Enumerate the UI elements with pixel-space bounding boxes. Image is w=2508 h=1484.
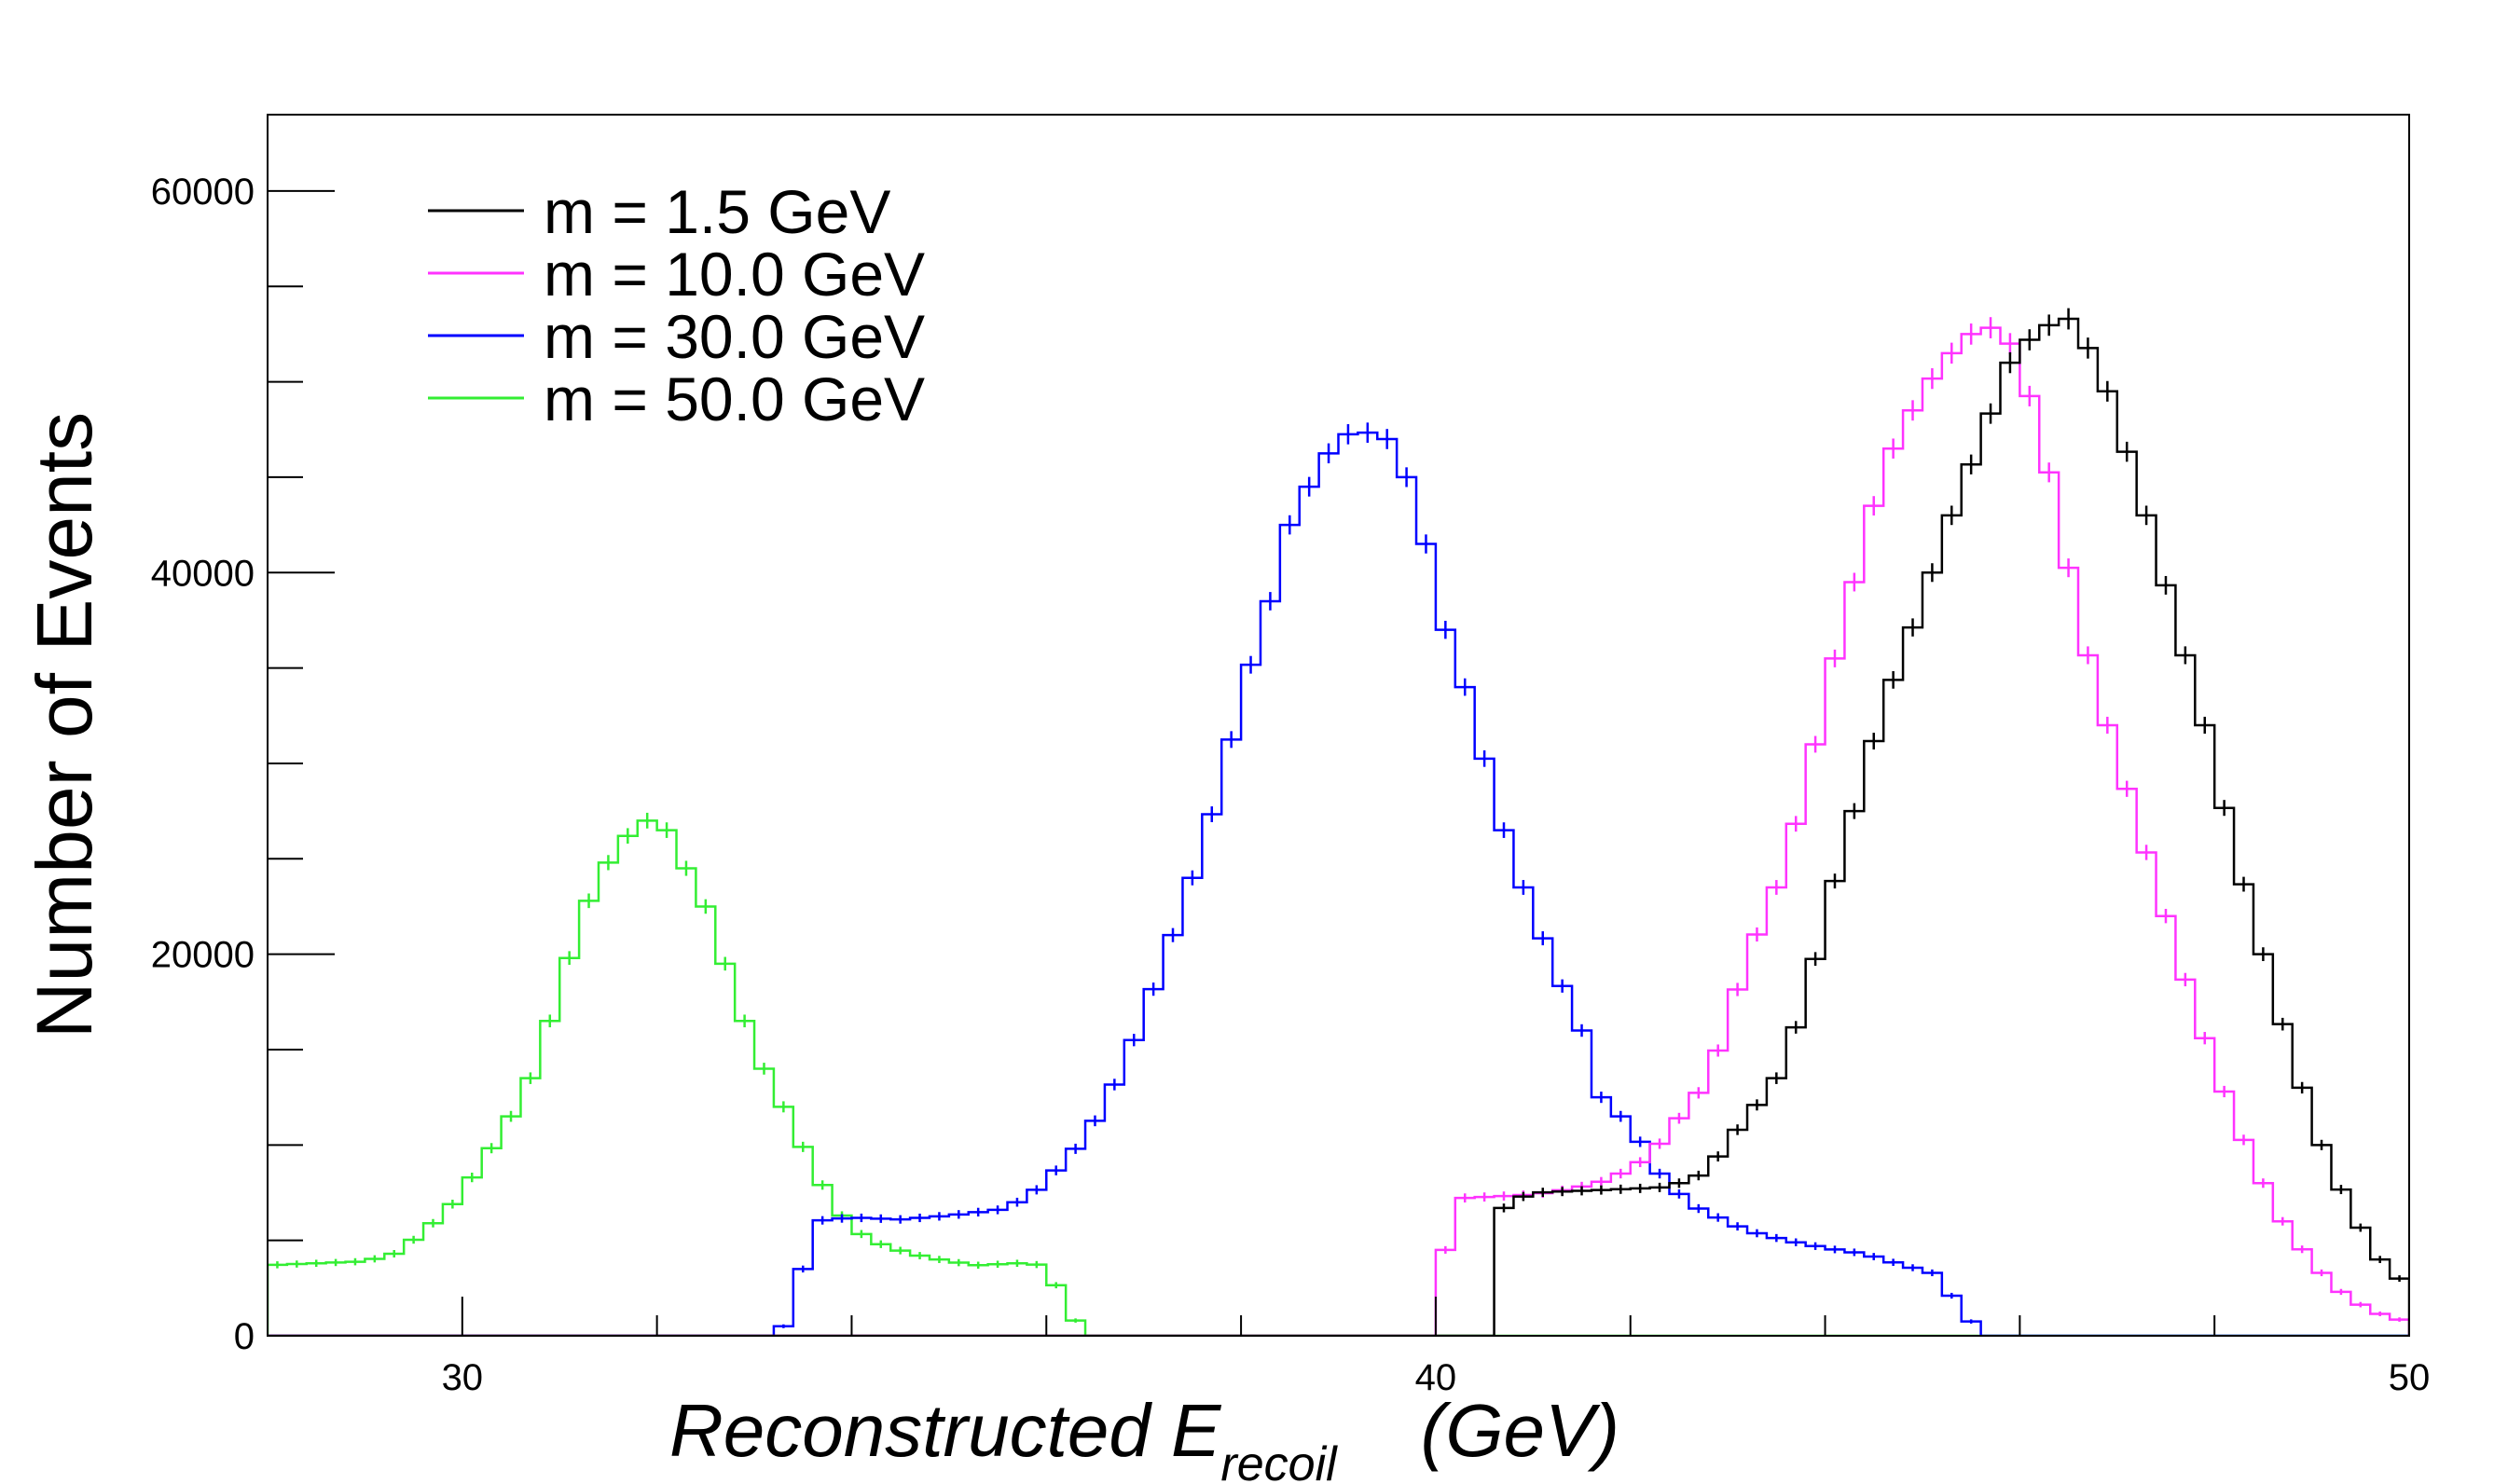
x-axis-title-main: Reconstructed E <box>669 1389 1222 1472</box>
series-line-1 <box>268 326 2409 1336</box>
series-0 <box>268 308 2409 1336</box>
legend-label-0: m = 1.5 GeV <box>544 177 890 246</box>
x-tick-label: 50 <box>2389 1357 2431 1398</box>
plot-frame <box>267 114 2410 1337</box>
x-tick-label: 40 <box>1415 1357 1457 1398</box>
y-tick-label: 0 <box>234 1316 255 1357</box>
legend-label-3: m = 50.0 GeV <box>544 364 925 433</box>
legend-label-1: m = 10.0 GeV <box>544 240 925 309</box>
tick-layer: 30 40 50 0 20000 40000 60000 <box>151 172 2430 1398</box>
series-layer <box>268 308 2409 1336</box>
y-axis-title: Number of Events <box>21 412 108 1038</box>
x-axis-title: Reconstructed Erecoil (GeV) <box>669 1389 1619 1484</box>
y-tick-label: 60000 <box>151 172 255 213</box>
x-tick-label: 30 <box>442 1357 484 1398</box>
series-line-0 <box>268 317 2409 1336</box>
x-axis-title-unit: (GeV) <box>1421 1389 1619 1472</box>
y-tick-label: 20000 <box>151 935 255 976</box>
y-tick-label: 40000 <box>151 553 255 594</box>
series-line-2 <box>268 431 2409 1336</box>
series-3 <box>268 812 2409 1336</box>
series-2 <box>268 422 2409 1336</box>
legend-label-2: m = 30.0 GeV <box>544 302 925 371</box>
x-axis-title-subscript: recoil <box>1220 1437 1338 1484</box>
series-1 <box>268 317 2409 1336</box>
